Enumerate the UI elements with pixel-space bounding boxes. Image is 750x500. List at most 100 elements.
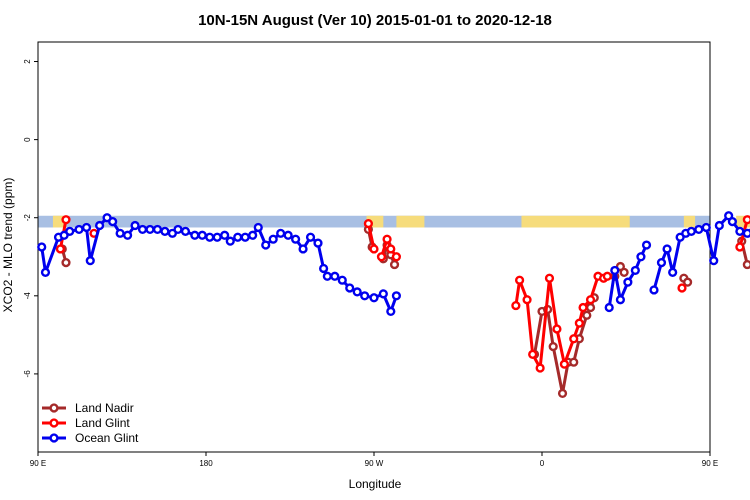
y-tick-label: 2 [23, 59, 32, 64]
legend-label: Ocean Glint [75, 431, 139, 445]
legend-label: Land Nadir [75, 401, 134, 415]
data-point [615, 295, 626, 305]
data-point [742, 228, 750, 238]
legend-item: Land Nadir [42, 401, 134, 415]
data-point [522, 295, 532, 305]
data-point [319, 263, 329, 274]
data-point [345, 283, 355, 293]
data-point [636, 252, 646, 262]
data-point [212, 232, 222, 242]
series-ocean-glint [37, 211, 750, 317]
data-point [391, 291, 402, 301]
data-point [261, 240, 271, 250]
data-point [233, 232, 243, 242]
data-point [160, 226, 170, 236]
land-band-segment [396, 215, 425, 228]
data-point [574, 318, 584, 328]
data-point [137, 224, 148, 235]
data-point [190, 230, 200, 240]
data-point [386, 306, 396, 317]
legend-swatch-marker [49, 418, 59, 428]
data-point [61, 215, 71, 225]
data-point [686, 226, 696, 236]
legend-swatch-marker [49, 403, 59, 413]
data-point [369, 293, 379, 303]
data-point [197, 230, 207, 240]
data-point [585, 302, 596, 313]
data-point [81, 222, 92, 233]
land-band-segment [683, 215, 696, 228]
y-tick-label: 0 [23, 137, 32, 142]
data-point [511, 300, 521, 311]
legend-swatch-marker [49, 433, 59, 443]
data-point [130, 220, 140, 231]
x-axis-label: Longitude [349, 477, 402, 491]
data-point [240, 232, 250, 242]
data-point [94, 220, 105, 231]
data-point [709, 256, 719, 266]
data-point [378, 289, 388, 299]
data-point [677, 283, 687, 293]
legend-item: Land Glint [42, 416, 130, 430]
chart-title: 10N-15N August (Ver 10) 2015-01-01 to 20… [198, 12, 552, 29]
land-band-segment [736, 215, 750, 228]
data-point [391, 252, 402, 262]
data-point [225, 236, 235, 246]
land-band-segment [366, 215, 384, 228]
series-line [380, 237, 398, 258]
x-axis: 90 E 180 90 W 0 90 E [30, 452, 718, 468]
data-point [585, 295, 596, 305]
data-point [649, 285, 659, 295]
data-point [283, 230, 293, 240]
series-line [652, 214, 750, 291]
data-point [623, 277, 633, 287]
data-point [668, 267, 678, 277]
data-point [389, 259, 400, 270]
data-point [535, 363, 545, 373]
data-point [548, 341, 558, 352]
y-tick-label: -6 [23, 370, 32, 378]
data-point [363, 218, 374, 229]
data-point [604, 302, 614, 313]
data-point [145, 224, 155, 235]
data-point [330, 271, 340, 281]
data-point [656, 258, 667, 268]
data-point [735, 242, 745, 252]
data-point [276, 228, 286, 238]
data-point [55, 244, 66, 254]
data-point [291, 234, 301, 244]
data-point [37, 242, 47, 252]
series-group [37, 211, 750, 399]
data-point [619, 267, 629, 277]
data-point [569, 357, 579, 367]
data-point [694, 224, 704, 235]
data-point [662, 244, 672, 254]
legend-item: Ocean Glint [42, 431, 139, 445]
data-point [610, 265, 620, 276]
legend-label: Land Glint [75, 416, 130, 430]
data-point [352, 287, 362, 297]
data-point [559, 359, 570, 369]
data-point [220, 230, 230, 240]
data-point [376, 252, 387, 262]
data-point [569, 334, 579, 344]
data-point [205, 232, 215, 242]
data-point [514, 275, 525, 285]
data-point [544, 273, 555, 283]
data-point [152, 224, 163, 235]
series-land-glint [55, 215, 750, 373]
data-point [305, 232, 316, 242]
land-band-segment [52, 215, 65, 228]
data-point [582, 310, 592, 320]
x-tick-label: 90 W [365, 459, 384, 468]
data-point [735, 226, 745, 236]
data-point [253, 222, 263, 233]
data-point [173, 224, 183, 235]
y-axis-label: XCO2 - MLO trend (ppm) [1, 178, 15, 313]
data-point [602, 271, 612, 281]
x-tick-label: 0 [540, 459, 545, 468]
data-point [122, 230, 133, 240]
data-point [180, 226, 191, 236]
